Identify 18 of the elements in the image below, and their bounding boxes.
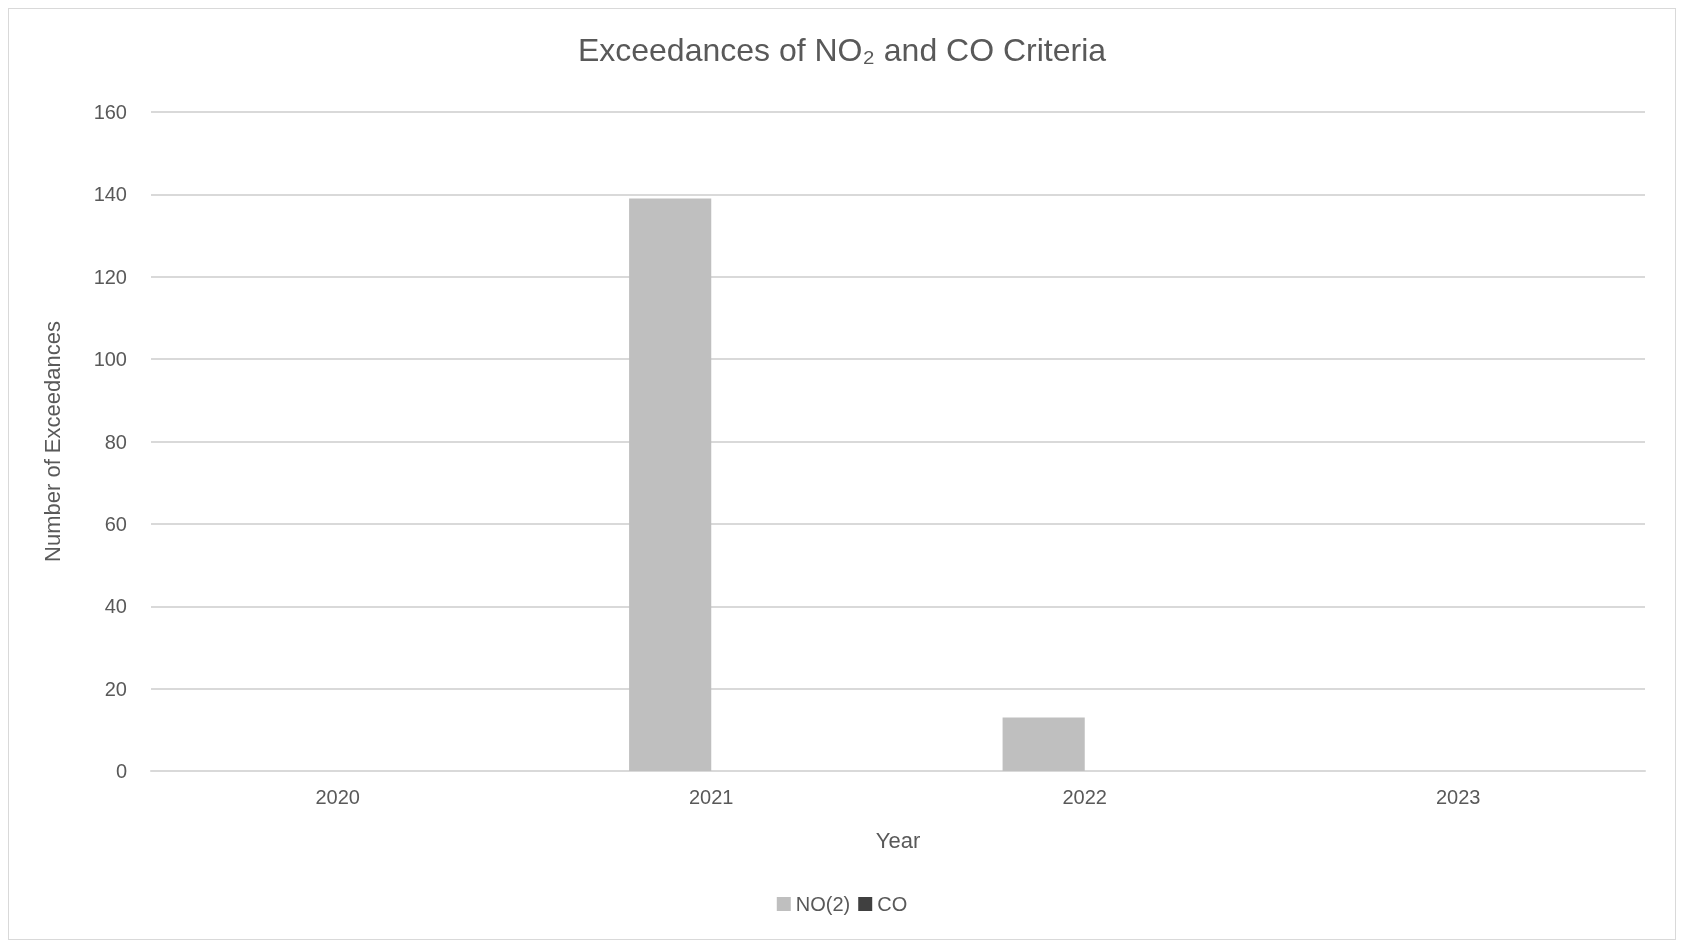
legend-label: NO(2): [795, 893, 851, 915]
y-tick-label: 20: [104, 677, 127, 700]
y-tick-label: 100: [93, 348, 127, 371]
y-tick-label: 0: [115, 760, 127, 782]
y-tick-label: 80: [104, 430, 127, 453]
y-tick-label: 140: [93, 183, 127, 206]
x-tick-label: 2022: [1062, 786, 1107, 808]
y-tick-label: 120: [93, 265, 127, 288]
y-tick-label: 60: [104, 512, 127, 535]
y-axis-title: Number of Exceedances: [39, 321, 65, 562]
y-tick-label: 40: [104, 595, 127, 618]
y-tick-label: 160: [93, 101, 127, 123]
x-tick-label: 2021: [689, 786, 734, 808]
x-tick-label: 2020: [315, 786, 360, 808]
x-tick-label: 2023: [1436, 786, 1481, 808]
chart-title: Exceedances of NO₂ and CO Criteria: [577, 32, 1107, 68]
legend-label: CO: [877, 893, 908, 915]
x-axis-title: Year: [875, 827, 921, 853]
